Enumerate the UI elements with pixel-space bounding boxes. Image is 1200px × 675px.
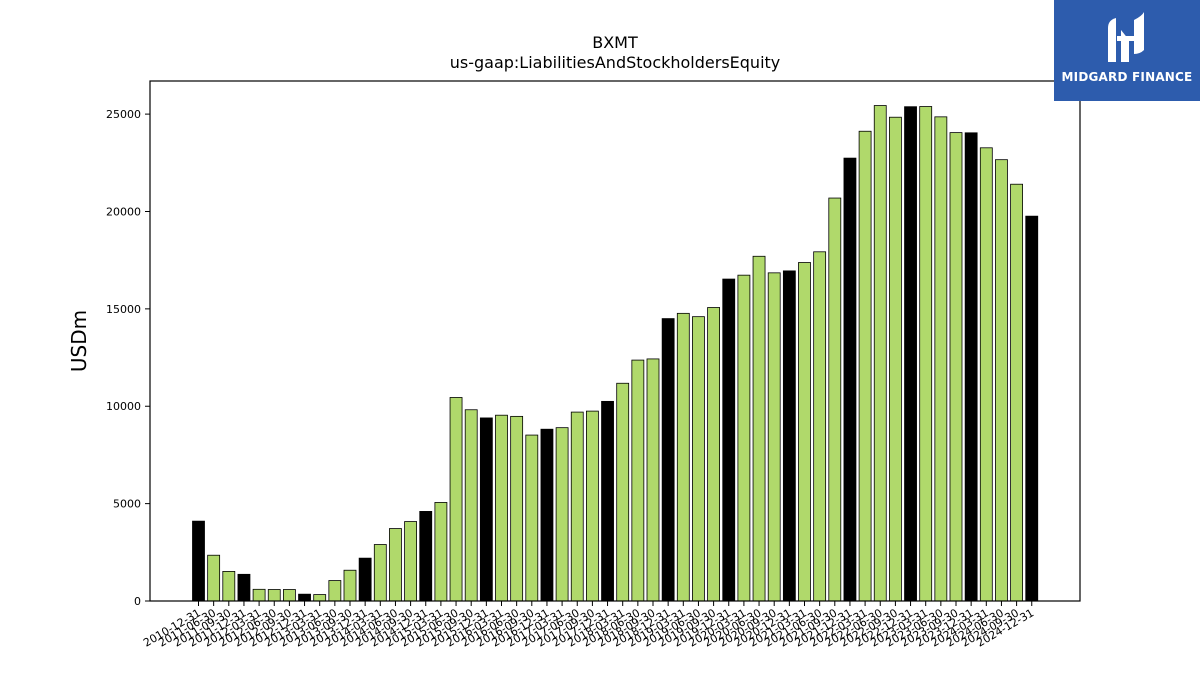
bar-2011-09-30	[222, 571, 236, 602]
bar-2012-03-31	[252, 588, 266, 602]
bar-2015-09-30	[464, 409, 478, 602]
bar-2022-09-30	[889, 116, 902, 602]
bar-2014-09-30	[404, 521, 418, 602]
bar-2019-03-31	[676, 312, 690, 602]
bar-2013-12-31	[358, 557, 372, 602]
bar-2016-06-30	[510, 415, 524, 602]
bar-2014-12-31	[419, 511, 433, 602]
y-tick-label: 5000	[113, 498, 141, 511]
bar-2016-03-31	[495, 414, 508, 602]
chart-title: BXMT	[592, 33, 638, 52]
y-tick-label: 25000	[106, 108, 141, 121]
bar-2020-06-30	[752, 255, 766, 602]
brand-name: MIDGARD FINANCE	[1061, 70, 1193, 84]
bar-2024-03-31	[979, 147, 993, 602]
bar-2010-12-31	[192, 520, 205, 602]
bar-2019-06-30	[692, 316, 705, 602]
bar-2012-12-31	[298, 593, 311, 602]
bar-2021-12-31	[843, 157, 857, 602]
bar-2015-06-30	[449, 397, 463, 602]
bar-2020-12-31	[782, 270, 796, 602]
bar-2017-03-31	[555, 427, 569, 602]
bar-2017-12-31	[601, 400, 614, 602]
bar-2021-09-30	[828, 197, 842, 602]
bar-2018-03-31	[616, 382, 630, 602]
bar-2013-03-31	[313, 594, 327, 602]
bar-2014-03-31	[373, 544, 387, 602]
y-tick-label: 0	[134, 595, 141, 608]
y-axis-ticks: 0 5000 10000 15000 20000 25000	[106, 108, 150, 608]
x-axis-ticks: 2010-12-312011-06-302011-09-302011-12-31…	[141, 601, 1036, 650]
bar-2021-06-30	[813, 251, 827, 602]
plot-frame	[149, 80, 1081, 602]
midgard-logo-icon	[1108, 12, 1144, 62]
bar-2022-12-31	[904, 106, 917, 602]
bar-2022-03-31	[858, 130, 872, 602]
bar-2013-09-30	[343, 569, 357, 602]
bar-2014-06-30	[389, 528, 402, 602]
bar-2024-06-30	[995, 159, 1008, 602]
bar-2017-06-30	[570, 411, 584, 602]
bar-2012-06-30	[267, 589, 281, 602]
bar-2017-09-30	[586, 410, 599, 602]
bar-2020-03-31	[737, 274, 751, 602]
bar-2023-03-31	[919, 106, 933, 602]
y-axis-label: USDm	[67, 310, 91, 372]
bar-2024-09-30	[1010, 183, 1023, 602]
bar-2018-06-30	[631, 359, 645, 602]
brand-logo: MIDGARD FINANCE	[1054, 0, 1200, 101]
bar-2016-12-31	[540, 428, 554, 602]
bar-2020-09-30	[767, 272, 781, 602]
bars-group	[192, 105, 1039, 602]
bar-2015-12-31	[479, 417, 493, 602]
y-tick-label: 10000	[106, 400, 141, 413]
bar-2019-09-30	[707, 307, 720, 602]
bar-2024-12-31	[1025, 215, 1039, 602]
bar-2023-06-30	[934, 116, 948, 602]
bar-2018-12-31	[661, 318, 675, 602]
bar-2023-12-31	[964, 132, 978, 602]
bar-2023-09-30	[949, 132, 963, 602]
bar-2016-09-30	[525, 434, 539, 602]
bar-2021-03-31	[798, 262, 811, 602]
bar-2011-06-30	[207, 554, 221, 602]
bar-2011-12-31	[237, 573, 251, 602]
bar-2019-12-31	[722, 278, 736, 602]
chart-subtitle: us-gaap:LiabilitiesAndStockholdersEquity	[450, 53, 781, 72]
bar-2012-09-30	[282, 589, 296, 602]
bar-2015-03-31	[434, 502, 448, 602]
bar-2022-06-30	[873, 105, 887, 602]
bar-2018-09-30	[646, 358, 660, 602]
bar-2013-06-30	[328, 580, 342, 602]
y-tick-label: 15000	[106, 303, 141, 316]
y-tick-label: 20000	[106, 205, 141, 218]
